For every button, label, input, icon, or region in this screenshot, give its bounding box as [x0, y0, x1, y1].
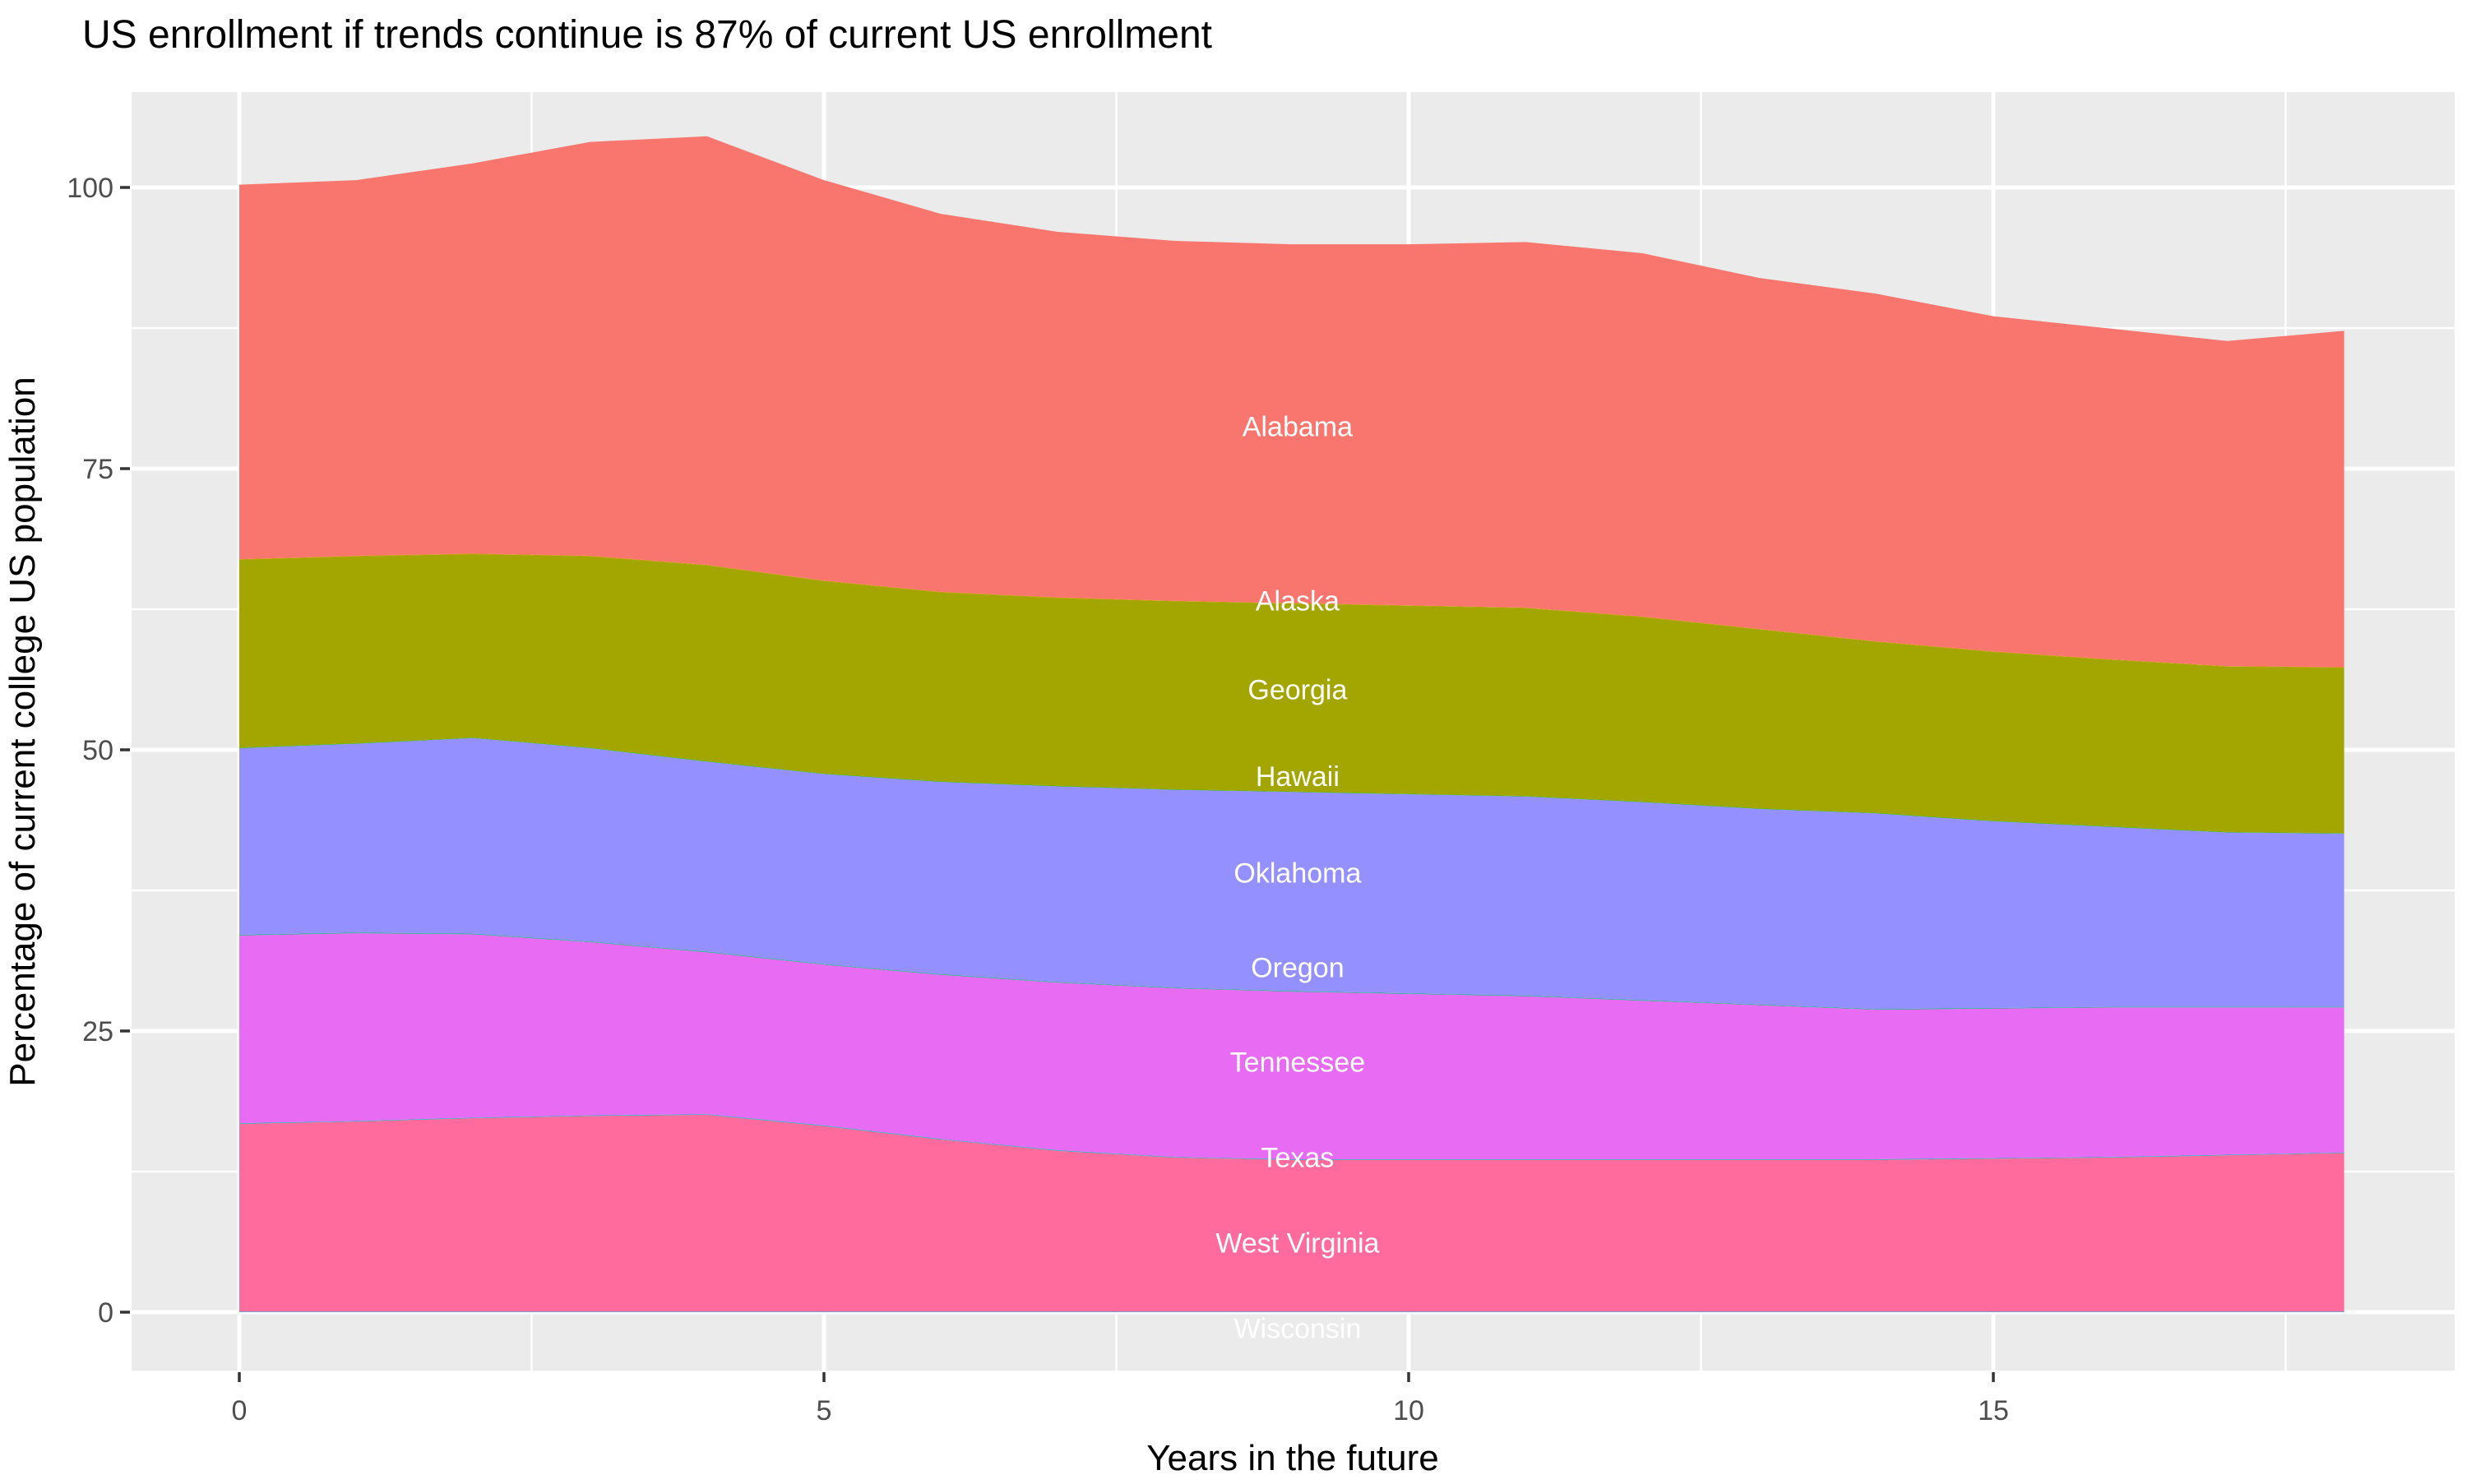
state-label-oklahoma: Oklahoma	[1234, 858, 1361, 889]
state-label-hawaii: Hawaii	[1256, 761, 1340, 793]
state-label-texas: Texas	[1261, 1143, 1334, 1174]
area-series-group	[239, 136, 2344, 1312]
area-wisconsin	[239, 1311, 2344, 1312]
state-label-west-virginia: West Virginia	[1215, 1228, 1379, 1260]
area-tennessee	[239, 932, 2344, 1159]
state-label-wisconsin: Wisconsin	[1234, 1314, 1361, 1345]
y-tick-label: 75	[82, 454, 113, 485]
state-label-oregon: Oregon	[1251, 952, 1344, 983]
y-axis-title: Percentage of current college US populat…	[2, 377, 43, 1086]
axis-ticks-group: 0 25 50 75 100 0 5 10 15	[67, 173, 2009, 1426]
area-georgia	[239, 553, 2344, 834]
x-tick-label: 10	[1393, 1395, 1424, 1426]
y-tick-label: 25	[82, 1016, 113, 1047]
y-tick-label: 100	[67, 173, 113, 204]
state-label-georgia: Georgia	[1247, 674, 1347, 705]
area-texas	[239, 1114, 2344, 1160]
state-labels-group: Wisconsin West Virginia Texas Tennessee Oreg…	[1215, 411, 1379, 1344]
y-tick-label: 50	[82, 735, 113, 766]
x-tick-label: 0	[232, 1395, 248, 1426]
chart-title: US enrollment if trends continue is 87% …	[82, 13, 1212, 57]
x-axis-title: Years in the future	[1146, 1438, 1439, 1478]
y-tick-label: 0	[98, 1297, 113, 1329]
area-oklahoma	[239, 737, 2344, 1010]
x-tick-label: 5	[817, 1395, 832, 1426]
area-alabama	[239, 136, 2344, 668]
x-tick-label: 15	[1978, 1395, 2009, 1426]
state-label-alaska: Alaska	[1256, 585, 1340, 617]
area-west-virginia	[239, 1114, 2344, 1312]
state-label-alabama: Alabama	[1243, 411, 1353, 442]
state-label-tennessee: Tennessee	[1230, 1047, 1365, 1078]
